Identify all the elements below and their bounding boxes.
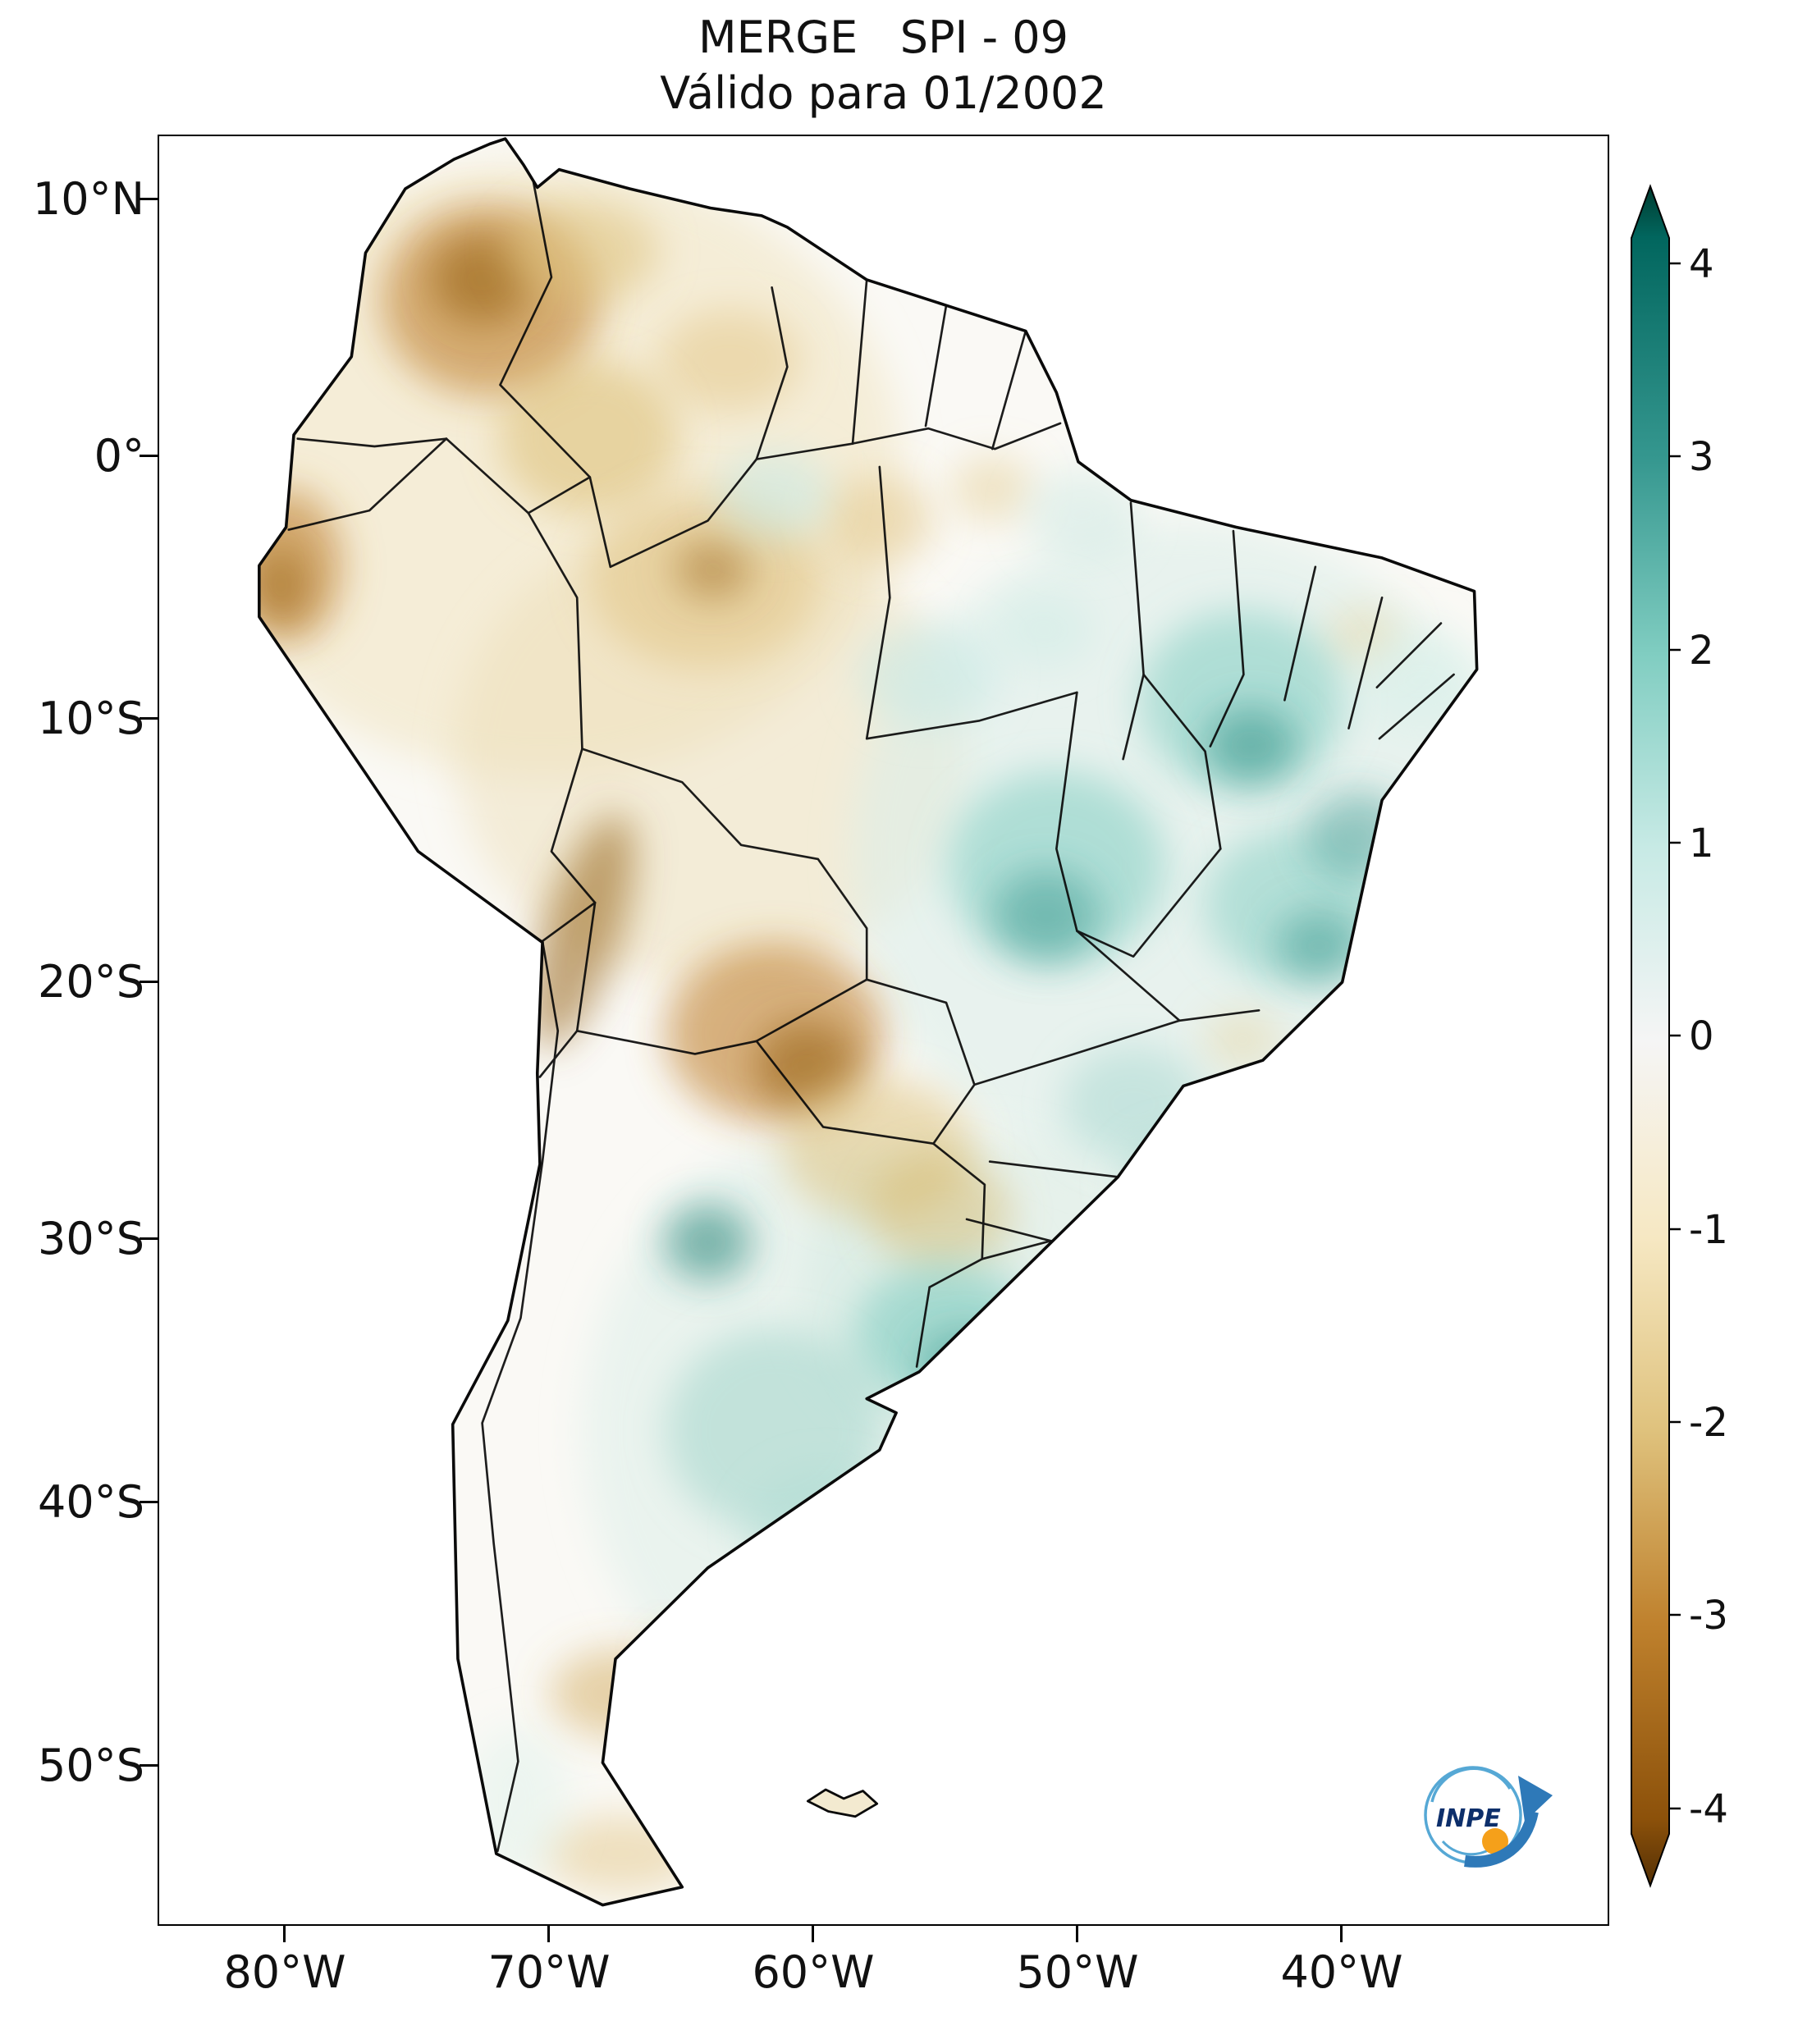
- inpe-logo: INPE: [1424, 1766, 1553, 1868]
- lon-tick: [1076, 1926, 1078, 1942]
- figure-subtitle: Válido para 01/2002: [660, 67, 1107, 119]
- lon-tick: [1340, 1926, 1343, 1942]
- lat-tick: [140, 455, 158, 457]
- colorbar-gradient: [1631, 184, 1670, 1888]
- internal-borders: [287, 181, 1455, 1853]
- colorbar-tick-label: 3: [1689, 434, 1714, 480]
- lat-tick-label: 40°S: [38, 1476, 144, 1528]
- lon-tick: [283, 1926, 286, 1942]
- coastline: [258, 137, 1479, 1907]
- lat-tick: [140, 981, 158, 983]
- lat-tick-label: 10°S: [38, 693, 144, 744]
- lat-tick-label: 10°N: [32, 173, 144, 225]
- colorbar-tick-label: -2: [1689, 1400, 1728, 1446]
- lat-tick: [140, 198, 158, 200]
- lon-tick-label: 40°W: [1280, 1946, 1403, 1998]
- lat-tick-label: 50°S: [38, 1740, 144, 1791]
- colorbar-tick-label: -1: [1689, 1207, 1728, 1253]
- lon-tick: [547, 1926, 550, 1942]
- figure-title: MERGE SPI - 09: [698, 11, 1068, 63]
- lat-tick: [140, 1237, 158, 1240]
- colorbar-tick-label: 1: [1689, 821, 1714, 867]
- lon-tick-label: 50°W: [1016, 1946, 1139, 1998]
- colorbar-tick-label: 4: [1689, 241, 1714, 287]
- lat-tick-label: 20°S: [38, 956, 144, 1008]
- colorbar-tick-label: 2: [1689, 628, 1714, 674]
- lon-tick: [812, 1926, 814, 1942]
- colorbar-tick-label: 0: [1689, 1013, 1714, 1059]
- logo-text: INPE: [1436, 1804, 1501, 1833]
- falkland-islands: [806, 1788, 879, 1818]
- colorbar-tick-label: -4: [1689, 1786, 1728, 1832]
- lat-tick: [140, 1501, 158, 1503]
- map-axes: [158, 135, 1609, 1926]
- lat-tick-label: 0°: [94, 430, 144, 482]
- spi-raster: [258, 139, 1477, 1905]
- colorbar: 4 3 2 1 0 -1 -2 -3 -4: [1631, 184, 1728, 1888]
- south-america-map: [258, 137, 1479, 1907]
- lon-tick-label: 60°W: [752, 1946, 875, 1998]
- lat-tick: [140, 1764, 158, 1767]
- logo-arrow: [1464, 1810, 1539, 1868]
- logo-arrowhead: [1518, 1776, 1553, 1822]
- lat-tick-label: 30°S: [38, 1213, 144, 1264]
- logo-swirl: [1430, 1767, 1512, 1803]
- colorbar-ticks: [1669, 262, 1681, 1810]
- lon-tick-label: 70°W: [487, 1946, 611, 1998]
- lon-tick-label: 80°W: [223, 1946, 346, 1998]
- lat-tick: [140, 717, 158, 720]
- colorbar-tick-label: -3: [1689, 1593, 1728, 1639]
- logo-globe: [1482, 1828, 1508, 1854]
